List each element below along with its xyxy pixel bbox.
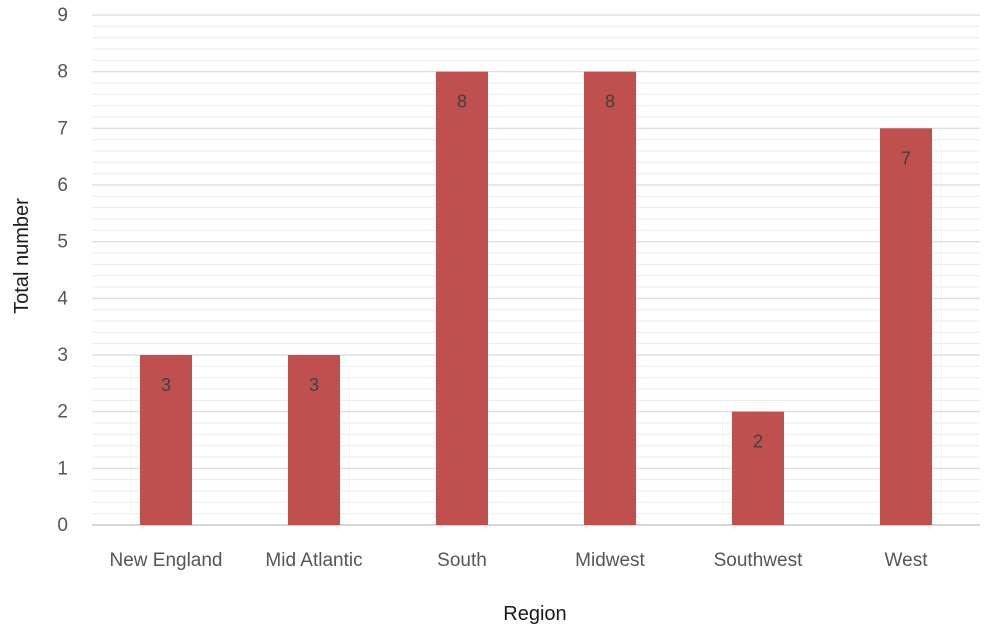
bar-data-labels: 3 3 8 8 2 7: [161, 92, 911, 452]
category-label: Midwest: [575, 550, 645, 571]
bar-value-label: 8: [605, 92, 615, 112]
bar: [140, 355, 192, 525]
x-axis-category-labels: New England Mid Atlantic South Midwest South…: [109, 550, 928, 571]
bar-series: [140, 71, 932, 526]
category-label: West: [885, 550, 929, 571]
bar-value-label: 8: [457, 92, 467, 112]
bar: [732, 411, 784, 525]
y-axis-title: Total number: [11, 198, 33, 314]
y-tick-label: 1: [57, 458, 68, 479]
bar-value-label: 3: [161, 375, 171, 395]
y-tick-label: 7: [57, 118, 68, 139]
bar-value-label: 2: [753, 432, 763, 452]
bar-value-label: 3: [309, 375, 319, 395]
y-tick-label: 9: [57, 5, 68, 26]
bar: [880, 128, 932, 526]
y-tick-label: 4: [57, 288, 68, 309]
y-axis-tick-labels: 0 1 2 3 4 5 6 7 8 9: [57, 5, 68, 536]
bar: [436, 71, 488, 526]
bar-value-label: 7: [901, 148, 911, 168]
major-gridlines: [92, 14, 980, 526]
category-label: South: [437, 550, 487, 571]
category-label: Southwest: [714, 550, 803, 571]
y-tick-label: 8: [57, 62, 68, 83]
bar: [584, 71, 636, 526]
category-label: Mid Atlantic: [265, 550, 362, 571]
minor-gridlines: [92, 25, 980, 515]
y-tick-label: 6: [57, 175, 68, 196]
y-tick-label: 2: [57, 402, 68, 423]
bar: [288, 355, 340, 525]
y-tick-label: 0: [57, 515, 68, 536]
y-tick-label: 3: [57, 345, 68, 366]
y-tick-label: 5: [57, 232, 68, 253]
category-label: New England: [109, 550, 222, 571]
x-axis-title: Region: [503, 603, 566, 625]
